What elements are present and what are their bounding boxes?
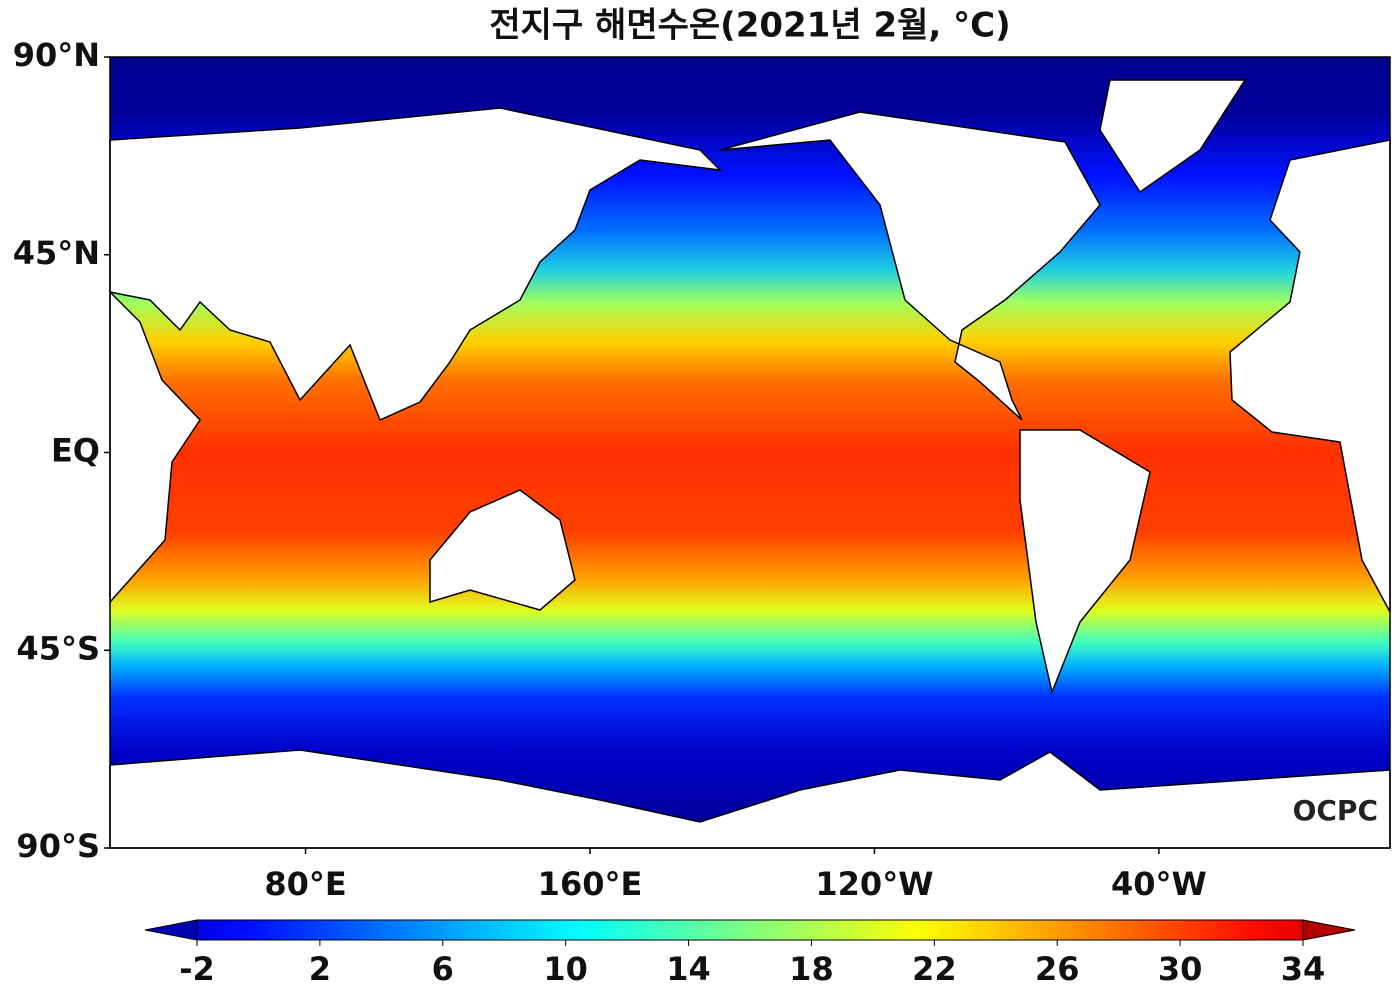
chart-title: 전지구 해면수온(2021년 2월, °C) bbox=[489, 6, 1010, 46]
colorbar-extend-high bbox=[1302, 919, 1356, 941]
colorbar-tick-label: 18 bbox=[789, 950, 834, 988]
colorbar-extend-low bbox=[144, 919, 198, 941]
africa-east bbox=[109, 290, 201, 604]
y-tick-label: 90°S bbox=[16, 827, 100, 865]
colorbar-tick-label: 6 bbox=[432, 950, 454, 988]
y-tick-label: 45°N bbox=[13, 234, 100, 272]
x-tick-label: 120°W bbox=[815, 865, 933, 903]
colorbar bbox=[196, 919, 1304, 941]
x-tick-label: 80°E bbox=[264, 865, 346, 903]
north-america bbox=[719, 111, 1101, 421]
south-america bbox=[1019, 429, 1151, 695]
eurasia bbox=[109, 107, 723, 422]
colorbar-tick-label: 22 bbox=[912, 950, 957, 988]
watermark: OCPC bbox=[1293, 794, 1378, 827]
x-tick-label: 160°E bbox=[538, 865, 643, 903]
colorbar-tick-label: -2 bbox=[179, 950, 215, 988]
colorbar-tick-label: 10 bbox=[543, 950, 588, 988]
map bbox=[109, 56, 1391, 849]
greenland bbox=[1099, 79, 1247, 194]
colorbar-tick-label: 34 bbox=[1281, 950, 1326, 988]
australia bbox=[429, 489, 576, 611]
colorbar-tick-label: 30 bbox=[1158, 950, 1203, 988]
colorbar-tick-label: 14 bbox=[666, 950, 711, 988]
europe-africa-west bbox=[1229, 139, 1391, 613]
x-tick-label: 40°W bbox=[1111, 865, 1207, 903]
colorbar-tick-label: 2 bbox=[309, 950, 331, 988]
y-tick-label: 45°S bbox=[16, 629, 100, 667]
y-tick-label: 90°N bbox=[13, 36, 100, 74]
colorbar-tick-label: 26 bbox=[1035, 950, 1080, 988]
y-tick-label: EQ bbox=[51, 432, 100, 470]
